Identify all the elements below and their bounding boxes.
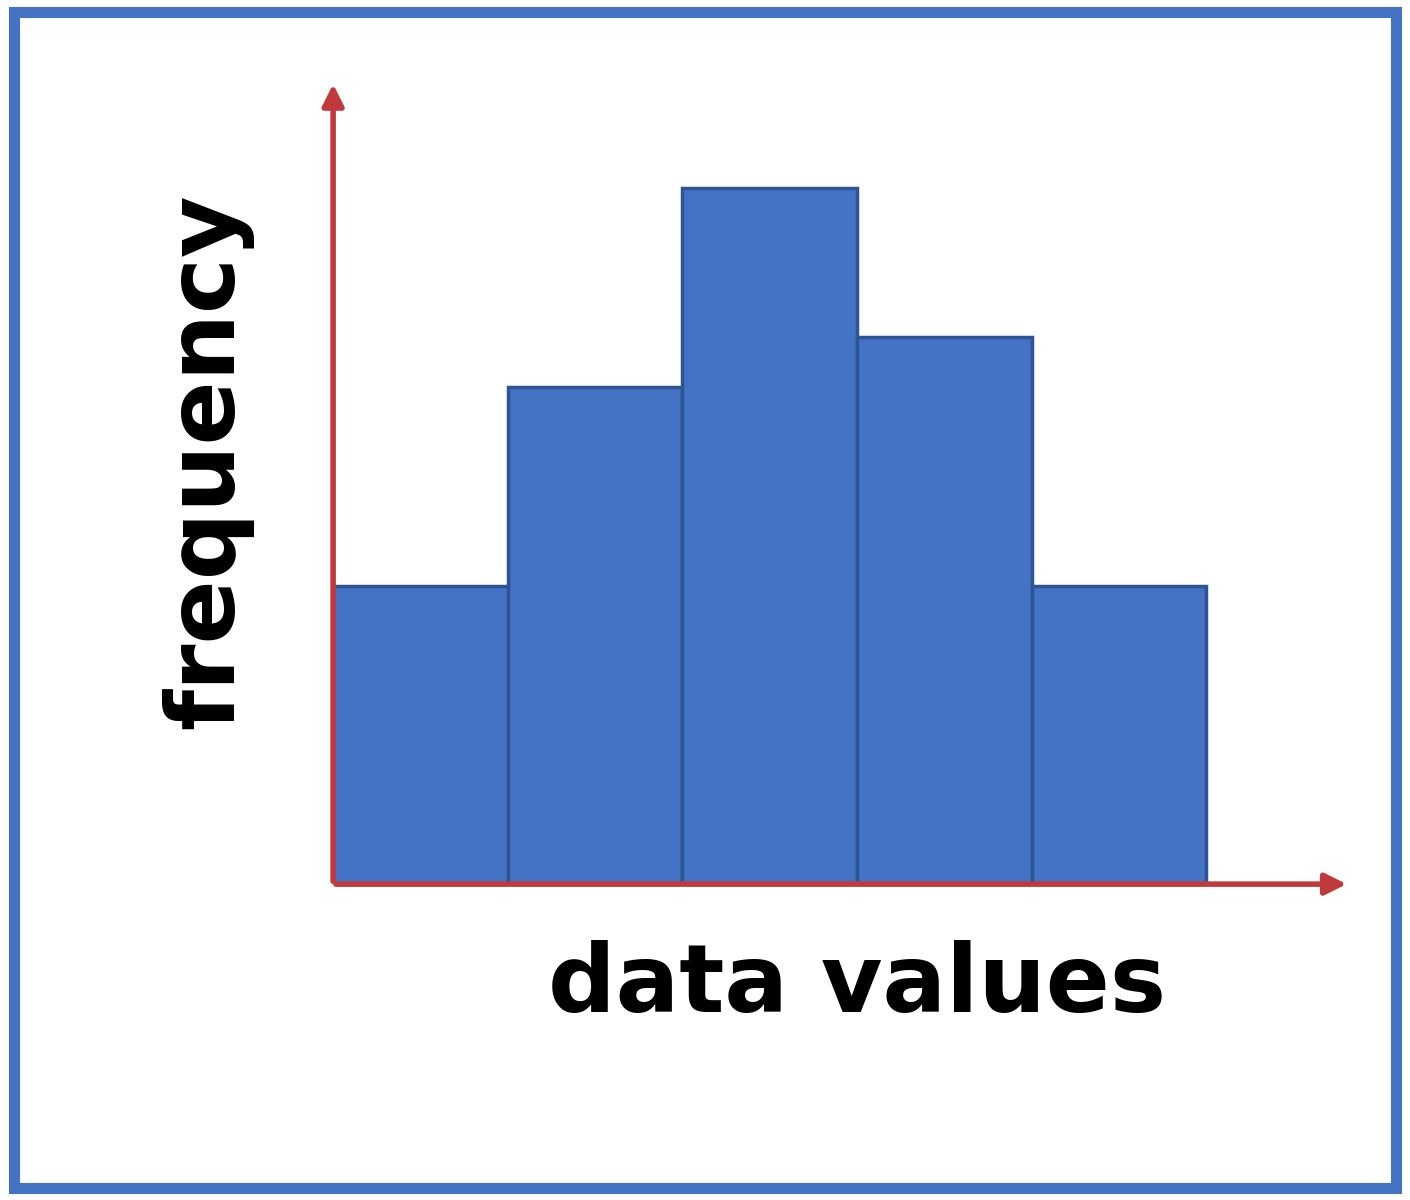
Bar <box>1032 586 1207 884</box>
Text: frequency: frequency <box>161 193 254 730</box>
Bar <box>333 586 508 884</box>
Bar <box>682 188 857 884</box>
Bar <box>508 386 682 884</box>
Text: data values: data values <box>548 940 1166 1032</box>
Bar <box>857 337 1032 884</box>
